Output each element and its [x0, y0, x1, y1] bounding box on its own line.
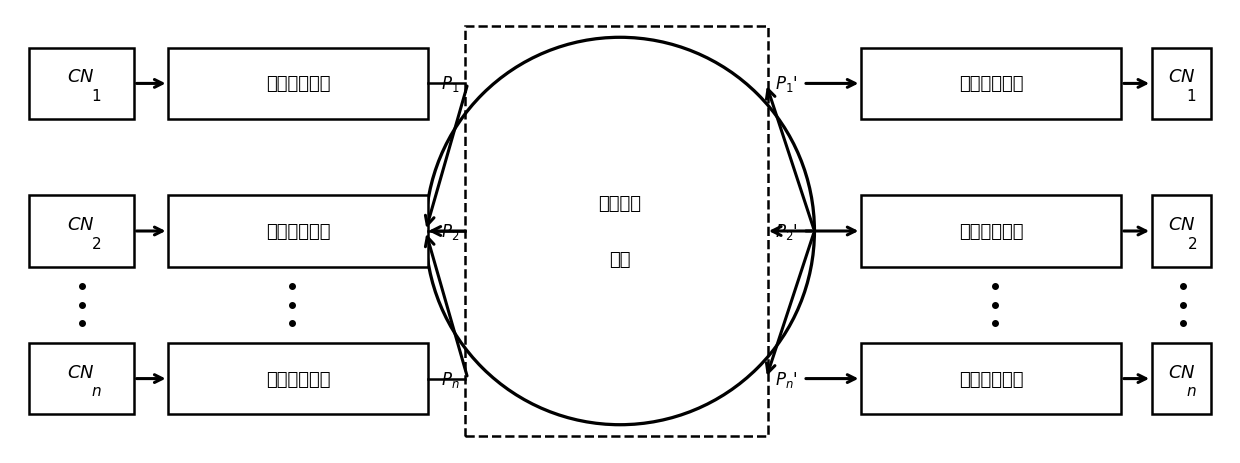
Text: $P_n$: $P_n$ — [440, 369, 459, 389]
Bar — [169, 343, 428, 414]
Text: $CN$: $CN$ — [1168, 69, 1195, 86]
Text: 重随机化单元: 重随机化单元 — [959, 370, 1023, 388]
Text: 重随机化单元: 重随机化单元 — [959, 223, 1023, 240]
Text: $P_{n}$': $P_{n}$' — [775, 369, 797, 389]
Bar — [29, 49, 134, 120]
Text: $\mathit{2}$: $\mathit{2}$ — [1187, 235, 1197, 251]
Bar — [862, 196, 1121, 267]
Text: $\mathit{2}$: $\mathit{2}$ — [91, 235, 102, 251]
Bar — [169, 49, 428, 120]
Bar — [1152, 343, 1211, 414]
Text: $\mathit{n}$: $\mathit{n}$ — [1187, 383, 1197, 398]
Text: 概率统计单元: 概率统计单元 — [267, 223, 331, 240]
Bar — [465, 27, 769, 436]
Text: $P_1$: $P_1$ — [440, 74, 459, 94]
Bar — [169, 196, 428, 267]
Text: 乘法运算: 乘法运算 — [599, 195, 641, 213]
Text: $CN$: $CN$ — [67, 216, 95, 233]
Text: 重随机化单元: 重随机化单元 — [959, 75, 1023, 93]
Text: $P_{2}$': $P_{2}$' — [775, 221, 797, 242]
Text: $CN$: $CN$ — [1168, 216, 1195, 233]
Bar — [1152, 196, 1211, 267]
Bar — [29, 196, 134, 267]
Text: $\mathit{1}$: $\mathit{1}$ — [91, 88, 102, 104]
Text: $P_{1}$': $P_{1}$' — [775, 74, 797, 94]
Bar — [862, 49, 1121, 120]
Text: $CN$: $CN$ — [67, 69, 95, 86]
Bar — [862, 343, 1121, 414]
Bar — [1152, 49, 1211, 120]
Text: $\mathit{1}$: $\mathit{1}$ — [1187, 88, 1197, 104]
Text: $CN$: $CN$ — [1168, 363, 1195, 381]
Text: $\mathit{n}$: $\mathit{n}$ — [91, 383, 102, 398]
Bar — [29, 343, 134, 414]
Text: 概率统计单元: 概率统计单元 — [267, 75, 331, 93]
Text: 电路: 电路 — [609, 250, 631, 268]
Text: $P_2$: $P_2$ — [441, 221, 459, 242]
Text: $CN$: $CN$ — [67, 363, 95, 381]
Text: 概率统计单元: 概率统计单元 — [267, 370, 331, 388]
